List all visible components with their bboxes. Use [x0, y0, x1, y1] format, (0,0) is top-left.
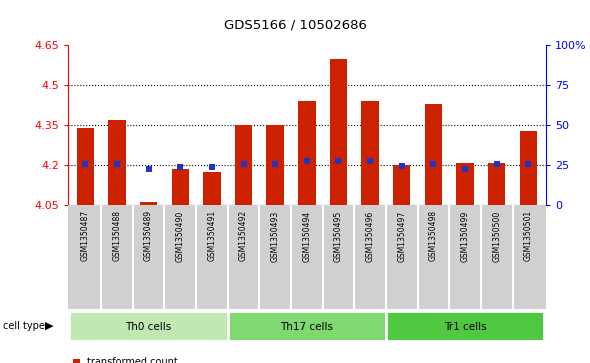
Bar — [488, 163, 506, 205]
Bar — [520, 131, 537, 205]
Text: GSM1350492: GSM1350492 — [239, 210, 248, 261]
Bar — [425, 104, 442, 205]
Text: GSM1350496: GSM1350496 — [366, 210, 375, 261]
Bar — [172, 169, 189, 205]
Bar — [393, 165, 411, 205]
Text: GSM1350488: GSM1350488 — [113, 210, 122, 261]
Bar — [70, 311, 228, 341]
Bar — [77, 128, 94, 205]
Text: GSM1350487: GSM1350487 — [81, 210, 90, 261]
Bar — [235, 125, 252, 205]
Text: GSM1350494: GSM1350494 — [302, 210, 312, 261]
Bar — [140, 203, 158, 205]
Text: GDS5166 / 10502686: GDS5166 / 10502686 — [224, 18, 366, 31]
Text: GSM1350495: GSM1350495 — [334, 210, 343, 261]
Bar — [298, 101, 316, 205]
Text: GSM1350498: GSM1350498 — [429, 210, 438, 261]
Bar — [203, 172, 221, 205]
Text: GSM1350491: GSM1350491 — [207, 210, 217, 261]
Bar — [267, 125, 284, 205]
Text: GSM1350497: GSM1350497 — [397, 210, 407, 261]
Text: GSM1350501: GSM1350501 — [524, 210, 533, 261]
Text: Th0 cells: Th0 cells — [126, 322, 172, 332]
Text: Tr1 cells: Tr1 cells — [444, 322, 486, 332]
Legend: transformed count, percentile rank within the sample: transformed count, percentile rank withi… — [73, 358, 253, 363]
Bar — [362, 101, 379, 205]
Text: Th17 cells: Th17 cells — [280, 322, 333, 332]
Bar — [386, 311, 544, 341]
Text: GSM1350489: GSM1350489 — [144, 210, 153, 261]
Text: GSM1350500: GSM1350500 — [492, 210, 501, 261]
Text: cell type: cell type — [3, 321, 45, 331]
Bar — [330, 59, 347, 205]
Text: GSM1350490: GSM1350490 — [176, 210, 185, 261]
Text: GSM1350499: GSM1350499 — [461, 210, 470, 261]
Text: GSM1350493: GSM1350493 — [271, 210, 280, 261]
Bar — [228, 311, 386, 341]
Text: ▶: ▶ — [45, 321, 53, 331]
Bar — [108, 120, 126, 205]
Bar — [456, 163, 474, 205]
